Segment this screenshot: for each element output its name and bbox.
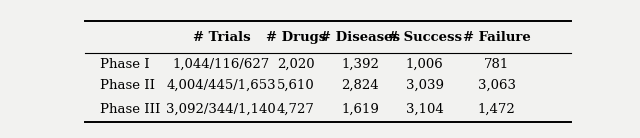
Text: # Failure: # Failure bbox=[463, 31, 531, 44]
Text: 1,472: 1,472 bbox=[478, 103, 515, 116]
Text: 1,619: 1,619 bbox=[341, 103, 379, 116]
Text: Phase II: Phase II bbox=[100, 79, 155, 92]
Text: 3,104: 3,104 bbox=[406, 103, 444, 116]
Text: 781: 781 bbox=[484, 58, 509, 71]
Text: 3,092/344/1,140: 3,092/344/1,140 bbox=[166, 103, 276, 116]
Text: # Drugs: # Drugs bbox=[266, 31, 326, 44]
Text: 3,039: 3,039 bbox=[406, 79, 444, 92]
Text: 2,824: 2,824 bbox=[341, 79, 379, 92]
Text: 5,610: 5,610 bbox=[277, 79, 315, 92]
Text: 2,020: 2,020 bbox=[277, 58, 315, 71]
Text: Phase III: Phase III bbox=[100, 103, 160, 116]
Text: Phase I: Phase I bbox=[100, 58, 150, 71]
Text: # Trials: # Trials bbox=[193, 31, 250, 44]
Text: 1,006: 1,006 bbox=[406, 58, 444, 71]
Text: 4,004/445/1,653: 4,004/445/1,653 bbox=[166, 79, 276, 92]
Text: 4,727: 4,727 bbox=[277, 103, 315, 116]
Text: # Success: # Success bbox=[388, 31, 461, 44]
Text: 1,392: 1,392 bbox=[341, 58, 379, 71]
Text: 3,063: 3,063 bbox=[477, 79, 516, 92]
Text: 1,044/116/627: 1,044/116/627 bbox=[173, 58, 270, 71]
Text: # Diseases: # Diseases bbox=[320, 31, 400, 44]
